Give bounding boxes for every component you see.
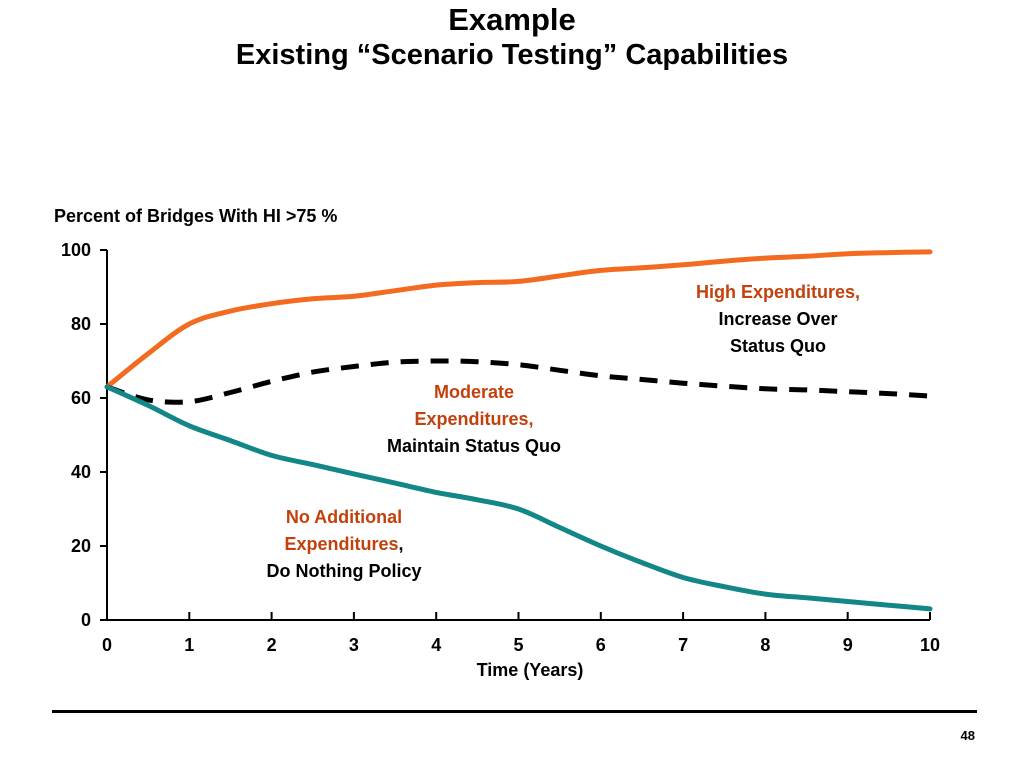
annotation-high-line3: Status Quo [730,336,826,356]
annotation-moderate-line1: Moderate [434,382,514,402]
x-tick-label: 5 [513,635,523,655]
y-tick-label: 80 [71,314,91,334]
y-tick-label: 100 [61,240,91,260]
y-tick-label: 0 [81,610,91,630]
x-tick-label: 3 [349,635,359,655]
x-tick-label: 7 [678,635,688,655]
series-line-moderate [106,358,931,405]
x-tick-label: 2 [267,635,277,655]
series-line-none [104,384,933,612]
annotation-none-line2-comma: , [399,534,404,554]
x-tick-label: 8 [760,635,770,655]
annotation-moderate: Moderate Expenditures, Maintain Status Q… [387,382,561,456]
annotation-none-line1: No Additional [286,507,402,527]
footer-divider [52,710,977,713]
y-axis-title: Percent of Bridges With HI >75 % [54,206,337,226]
title-block: Example Existing “Scenario Testing” Capa… [0,2,1024,72]
x-tick-label: 4 [431,635,441,655]
x-tick-label: 6 [596,635,606,655]
chart-axes: 0 20 40 60 80 100 0 1 2 3 4 5 6 7 8 9 10 [61,240,940,655]
annotation-high-line1: High Expenditures, [696,282,860,302]
slide-title: Example [448,2,576,37]
annotation-none: No Additional Expenditures, Do Nothing P… [267,507,422,581]
page-number: 48 [960,728,975,743]
slide-subtitle: Existing “Scenario Testing” Capabilities [235,39,789,71]
x-tick-label: 0 [102,635,112,655]
y-tick-label: 20 [71,536,91,556]
x-tick-label: 10 [920,635,940,655]
annotation-none-line2: Expenditures, [284,534,403,554]
x-tick-label: 9 [843,635,853,655]
y-tick-label: 60 [71,388,91,408]
chart-series [104,249,933,612]
x-tick-label: 1 [184,635,194,655]
y-tick-label: 40 [71,462,91,482]
annotation-moderate-line2: Expenditures, [414,409,533,429]
series-line-high [104,249,933,390]
annotation-none-line2-red: Expenditures [284,534,398,554]
annotation-moderate-line3: Maintain Status Quo [387,436,561,456]
line-chart: Percent of Bridges With HI >75 % 0204060… [54,206,940,680]
annotation-none-line3: Do Nothing Policy [267,561,422,581]
annotation-high: High Expenditures, Increase Over Status … [696,282,860,356]
annotation-high-line2: Increase Over [718,309,837,329]
x-axis-title: Time (Years) [477,660,584,680]
